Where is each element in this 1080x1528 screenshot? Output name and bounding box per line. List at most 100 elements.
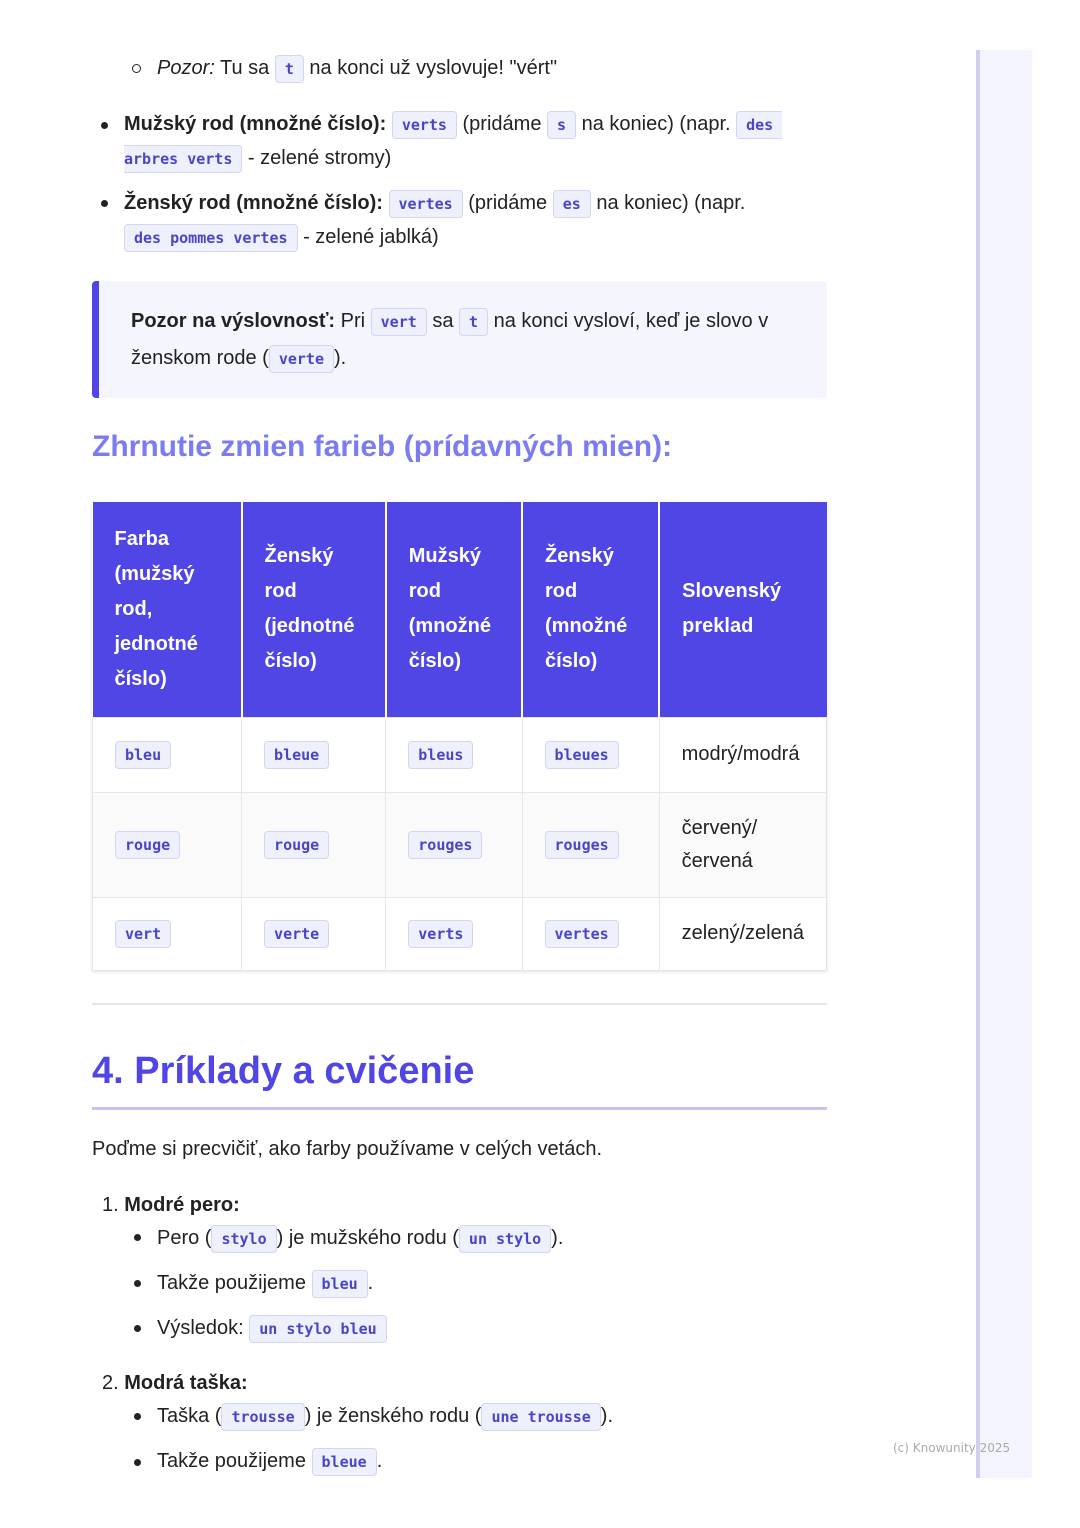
- fem-plural-line-2: des pommes vertes - zelené jablká): [124, 220, 439, 254]
- code: verts: [391, 111, 457, 139]
- fem-plural-line: Ženský rod (množné číslo): vertes (pridá…: [124, 186, 745, 220]
- text: Takže použijeme: [157, 1272, 312, 1294]
- title: Modrá taška:: [124, 1372, 248, 1394]
- num: 1.: [102, 1194, 119, 1216]
- header-cell: Slovenský preklad: [659, 502, 827, 717]
- code: des pommes vertes: [124, 224, 298, 252]
- cell: zelený/zelená: [658, 896, 828, 971]
- section-title: 4. Príklady a cvičenie: [92, 1050, 475, 1092]
- cell: bleus: [385, 716, 523, 793]
- header-cell: Farba (mužský rod, jednotné číslo): [92, 502, 243, 717]
- side-panel: [976, 50, 1032, 1478]
- text: ) je mužského rodu (: [276, 1227, 459, 1249]
- cell: verts: [385, 896, 523, 971]
- label: Mužský rod (množné číslo):: [124, 113, 387, 135]
- text: ).: [551, 1227, 564, 1249]
- label: Ženský rod (množné číslo):: [124, 192, 383, 214]
- code: es: [552, 190, 591, 218]
- table-header-row: Farba (mužský rod, jednotné číslo) Žensk…: [92, 502, 827, 717]
- code: bleue: [311, 1448, 377, 1476]
- code: trousse: [221, 1403, 305, 1431]
- cell: rouges: [521, 791, 660, 898]
- text: ženskom rode (: [131, 347, 269, 369]
- bullet: [101, 200, 108, 207]
- cell: vert: [91, 896, 243, 971]
- text: ).: [334, 347, 347, 369]
- code: vert: [370, 308, 427, 336]
- cell: bleu: [91, 716, 243, 793]
- example-1-item: Takže použijeme bleu.: [157, 1266, 373, 1300]
- cell: bleues: [521, 716, 660, 793]
- example-1-item: Výsledok: un stylo bleu: [157, 1311, 387, 1345]
- cell: bleue: [241, 716, 387, 793]
- code: vertes: [544, 920, 619, 948]
- bullet: [101, 122, 108, 129]
- code: s: [547, 111, 577, 139]
- example-1-item: Pero (stylo) je mužského rodu (un stylo)…: [157, 1221, 563, 1255]
- text: na koniec) (napr.: [576, 113, 737, 135]
- header-cell: Mužský rod (množné číslo): [385, 502, 524, 717]
- text: na konci už vyslovuje! "vért": [303, 57, 558, 79]
- section-underline: [92, 1107, 827, 1110]
- pozor-label: Pozor:: [157, 57, 215, 79]
- code: un stylo bleu: [249, 1315, 387, 1343]
- footer-copyright: (c) Knowunity 2025: [893, 1441, 1011, 1455]
- cell: verte: [241, 896, 387, 971]
- color-summary-table: Farba (mužský rod, jednotné číslo) Žensk…: [91, 502, 828, 971]
- code: rouges: [544, 831, 619, 859]
- header-cell: Ženský rod (množné číslo): [522, 502, 661, 717]
- table-row: rouge rouge rouges rouges červený/ červe…: [91, 791, 828, 898]
- text: Výsledok:: [157, 1317, 250, 1339]
- text: (pridáme: [456, 113, 547, 135]
- example-2-item: Takže použijeme bleue.: [157, 1444, 382, 1478]
- masc-plural-line: Mužský rod (množné číslo): verts (pridám…: [124, 107, 783, 141]
- sub-bullet: [132, 64, 141, 73]
- callout-line-1: Pozor na výslovnosť: Pri vert sa t na ko…: [131, 304, 768, 338]
- cell: rouge: [91, 791, 243, 898]
- pozor-line: Pozor: Tu sa t na konci už vyslovuje! "v…: [157, 51, 557, 85]
- code: bleue: [264, 741, 330, 769]
- section-intro: Poďme si precvičiť, ako farby používame …: [92, 1138, 602, 1160]
- text: Taška (: [157, 1405, 222, 1427]
- callout-label: Pozor na výslovnosť:: [131, 310, 336, 332]
- text: .: [376, 1450, 383, 1472]
- text: Tu sa: [214, 57, 275, 79]
- bullet: [134, 1234, 141, 1241]
- code: arbres verts: [124, 145, 243, 173]
- code: stylo: [211, 1225, 277, 1253]
- cell: rouges: [385, 791, 523, 898]
- text: (pridáme: [462, 192, 553, 214]
- example-2-item: Taška (trousse) je ženského rodu (une tr…: [157, 1399, 613, 1433]
- text: na konci vysloví, keď je slovo v: [488, 310, 769, 332]
- code: verte: [264, 920, 330, 948]
- code: bleu: [311, 1270, 368, 1298]
- code: t: [459, 308, 489, 336]
- bullet: [134, 1280, 141, 1287]
- code: des: [736, 111, 783, 139]
- text: .: [367, 1272, 374, 1294]
- code: t: [274, 55, 304, 83]
- code: un stylo: [458, 1225, 552, 1253]
- summary-heading: Zhrnutie zmien farieb (prídavných mien):: [92, 430, 673, 463]
- text: Pero (: [157, 1227, 212, 1249]
- code: bleu: [115, 741, 172, 769]
- text: sa: [426, 310, 460, 332]
- text: - zelené stromy): [242, 147, 392, 169]
- divider: [92, 1003, 827, 1005]
- cell: modrý/modrá: [658, 716, 828, 793]
- code: verts: [408, 920, 474, 948]
- num: 2.: [102, 1372, 119, 1394]
- code: vert: [115, 920, 172, 948]
- code: verte: [268, 345, 334, 373]
- bullet: [134, 1459, 141, 1466]
- text: ) je ženského rodu (: [304, 1405, 482, 1427]
- text: Pri: [335, 310, 371, 332]
- cell: rouge: [241, 791, 387, 898]
- example-1-title: 1. Modré pero:: [102, 1188, 240, 1222]
- cell: červený/ červená: [658, 791, 828, 898]
- example-2-title: 2. Modrá taška:: [102, 1366, 248, 1400]
- title: Modré pero:: [124, 1194, 240, 1216]
- text: - zelené jablká): [297, 226, 439, 248]
- code: rouges: [408, 831, 483, 859]
- text: na koniec) (napr.: [590, 192, 746, 214]
